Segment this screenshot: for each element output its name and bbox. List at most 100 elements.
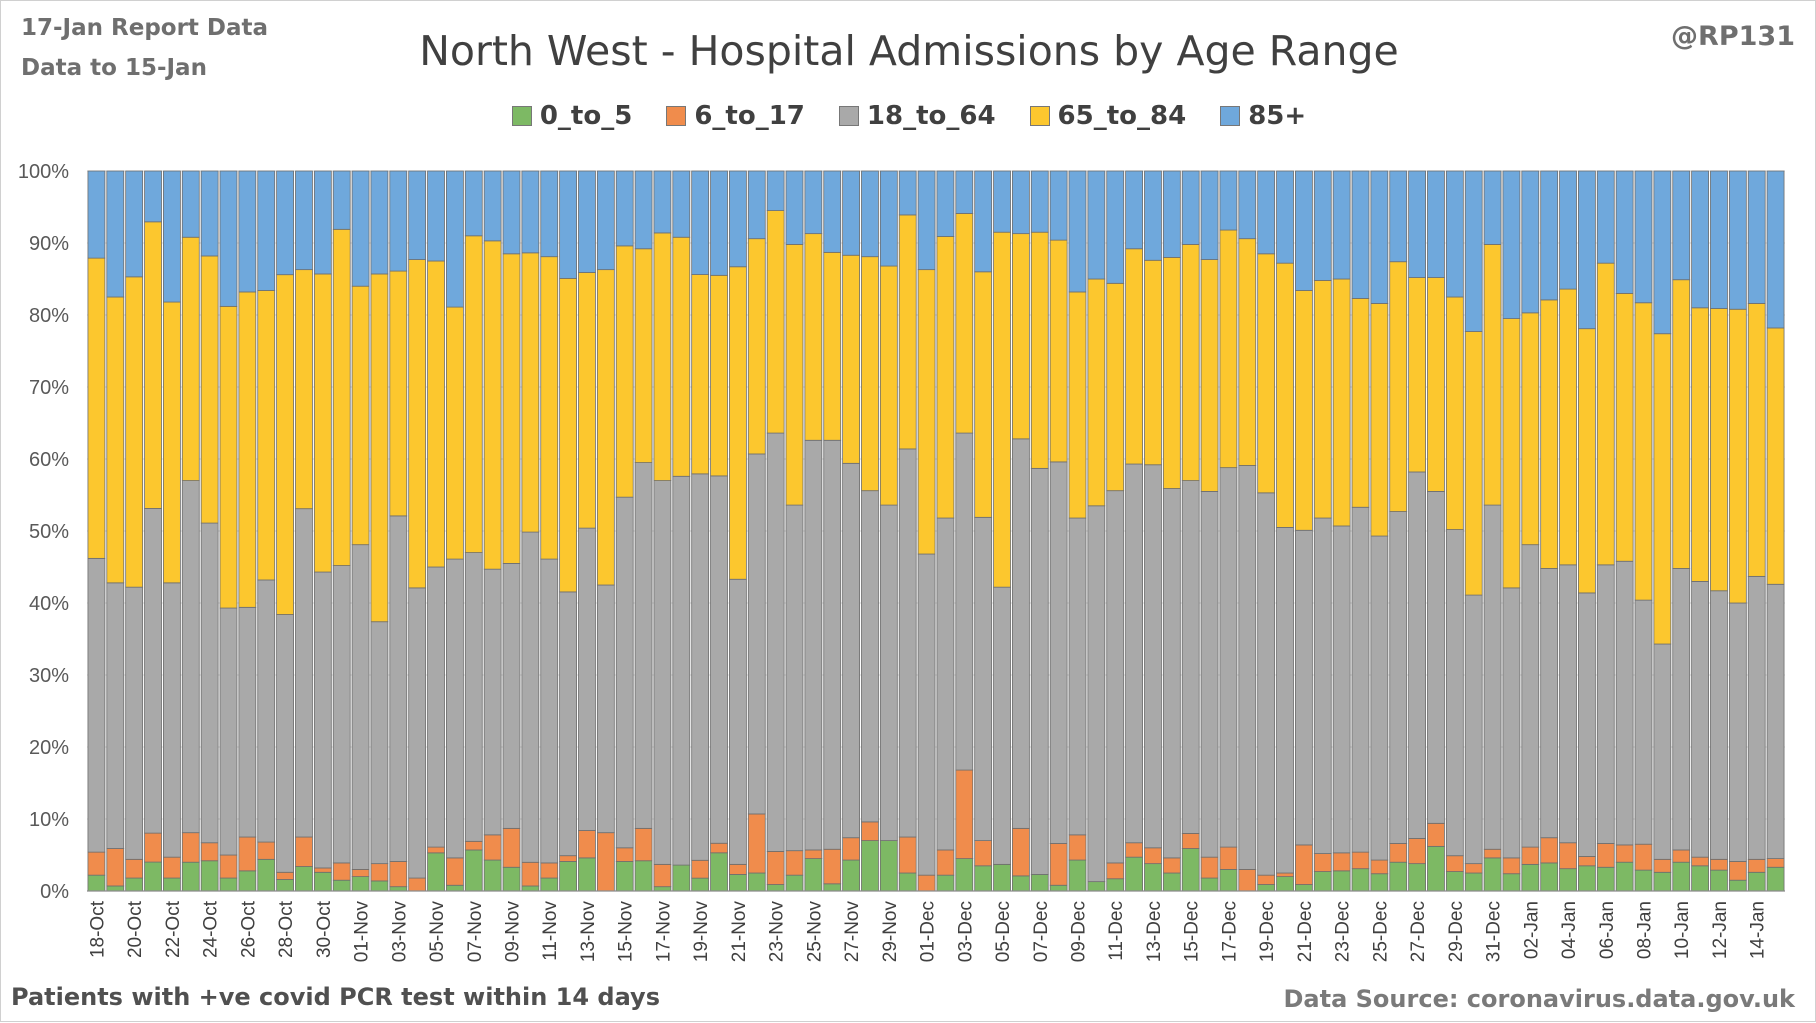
bar-segment [842,859,860,892]
bar-segment [1766,583,1785,860]
bar-segment [1332,170,1351,280]
bar-segment [427,566,445,848]
bar-segment [691,274,710,475]
bar-segment [672,864,691,892]
bar-segment [389,886,408,892]
bar-segment [163,301,181,584]
bar-segment [276,170,294,276]
bar-segment [181,236,200,482]
bar-segment [464,552,483,842]
bar-segment [1427,822,1445,847]
bar-segment [1521,846,1540,865]
bar-segment [955,170,974,214]
bar-segment [1351,851,1370,870]
bar-segment [163,582,181,858]
legend: 0_to_5 6_to_17 18_to_64 65_to_84 85+ [1,101,1816,131]
bar-segment [1559,170,1577,290]
bar-segment [427,170,445,262]
x-tick-label: 22-Oct [163,900,184,958]
bar-segment [653,886,672,892]
x-tick-label: 11-Dec [1106,901,1127,961]
bar-segment [1408,170,1426,278]
bar-segment [295,269,313,510]
bar-segment [1049,239,1068,463]
x-tick-label: 20-Oct [125,900,146,958]
bar-segment [87,851,106,876]
bar-segment [1276,876,1294,892]
bar-segment [1483,504,1502,850]
bar-segment [1408,863,1426,892]
bar-segment [1483,170,1502,245]
legend-swatch-85-plus [1220,106,1241,126]
bar-segment [1370,859,1389,875]
x-tick-label: 17-Dec [1219,901,1240,962]
bar-segment [144,832,162,863]
bar-segment [1521,544,1540,848]
bar-segment [1351,506,1370,853]
bar-segment [144,861,162,892]
bar-segment [1389,170,1408,263]
x-tick-label: 09-Nov [503,901,524,963]
x-tick-label: 05-Dec [993,901,1014,962]
bar-segment [1634,302,1653,601]
bar-segment [1691,865,1709,892]
bar-segment [1295,290,1313,531]
bar-segment [502,563,521,829]
bar-segment [861,256,879,492]
bar-segment [823,883,842,892]
bar-segment [408,877,427,892]
x-tick-label: 30-Oct [314,900,335,958]
bar-segment [1351,298,1370,508]
bar-segment [1559,564,1577,844]
bar-segment [370,863,389,882]
bar-segment [389,270,408,517]
bar-segment [615,847,634,862]
bar-segment [1087,170,1106,280]
bar-segment [1559,868,1577,892]
bar-segment [200,255,219,524]
bar-segment [257,170,276,291]
bar-segment [578,272,596,529]
bar-segment [710,170,728,276]
bar-segment [1521,170,1540,314]
bar-segment [1540,299,1559,569]
legend-label-6-to-17: 6_to_17 [694,101,805,131]
bar-segment [559,591,577,857]
bar-segment [993,231,1011,588]
bar-segment [1502,170,1521,320]
bar-segment [974,865,993,892]
legend-item-65-to-84: 65_to_84 [1029,101,1187,131]
x-tick-label: 17-Nov [653,901,674,963]
bar-segment [351,876,370,892]
bar-segment [879,265,898,506]
bar-segment [653,232,672,481]
bar-segment [1615,292,1634,562]
bar-segment [710,842,728,854]
bar-segment [1578,856,1596,867]
bar-segment [1200,170,1219,260]
bar-segment [898,872,917,892]
bar-segment [219,877,238,892]
bar-segment [1087,278,1106,507]
bar-segment [1125,842,1143,858]
bar-segment [1106,282,1125,492]
bar-segment [125,877,144,892]
legend-item-18-to-64: 18_to_64 [838,101,996,131]
bar-segment [615,170,634,247]
y-tick-label: 40% [29,593,69,615]
bar-segment [238,291,257,608]
bar-segment [1068,170,1087,293]
bar-segment [1502,318,1521,589]
x-tick-label: 26-Oct [238,900,259,958]
bar-segment [1389,861,1408,892]
bar-segment [729,874,747,892]
bar-segment [1257,874,1276,885]
bar-segment [917,553,936,876]
bar-segment [1012,875,1030,892]
chart-title: North West - Hospital Admissions by Age … [419,27,1399,75]
legend-label-65-to-84: 65_to_84 [1057,101,1187,131]
bar-segment [842,254,860,464]
bar-segment [464,849,483,892]
bar-segment [1370,170,1389,304]
bar-segment [1389,261,1408,512]
